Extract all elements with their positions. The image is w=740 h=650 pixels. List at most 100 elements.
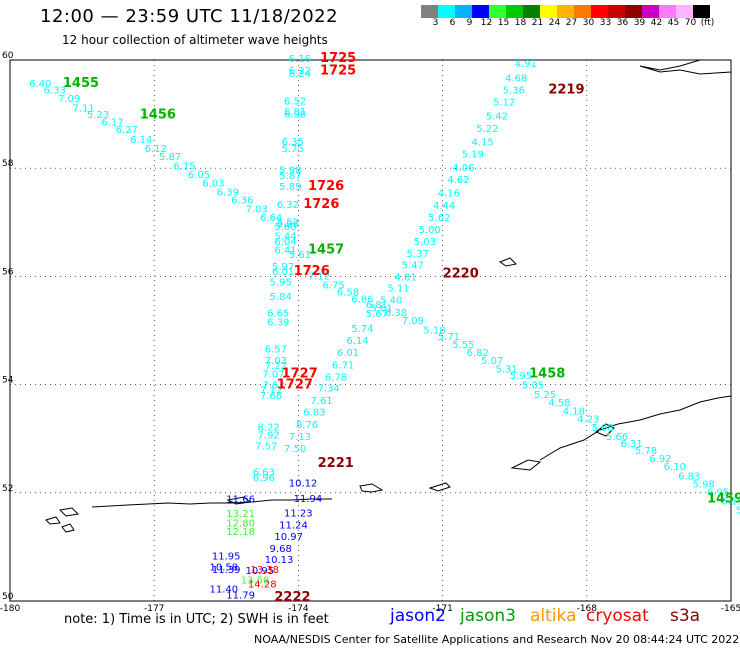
- alaska-island-1: [510, 459, 542, 471]
- wave-height-value: 6.03: [202, 179, 224, 190]
- pass-time-label: 1726: [303, 197, 339, 212]
- colorbar-swatch: [455, 5, 472, 18]
- wave-height-value: 6.78: [325, 372, 347, 383]
- colorbar-label: 3: [432, 18, 439, 28]
- wave-height-value: 6.83: [303, 407, 325, 418]
- colorbar-label: 24: [548, 18, 561, 28]
- colorbar-label: 18: [514, 18, 527, 28]
- legend-s3a: s3a: [670, 606, 701, 626]
- colorbar-swatch: [608, 5, 625, 18]
- colorbar-swatch: [421, 5, 438, 18]
- wave-height-value: 6.36: [231, 195, 253, 206]
- legend-jason2: jason2: [390, 606, 446, 626]
- aleutian-island-2: [45, 516, 61, 525]
- colorbar-swatch: [591, 5, 608, 18]
- aleutian-island-3: [61, 523, 75, 533]
- wave-height-value: 5.03: [414, 237, 436, 248]
- pass-time-label: 2219: [548, 83, 584, 98]
- lat-tick-label: 54: [2, 376, 14, 386]
- map-grid: 60 58 56 54 52 50 -180 -177 -174 -171 -168 -165: [0, 51, 740, 614]
- wave-height-value: 6.40: [29, 79, 51, 90]
- lon-tick-label: -171: [432, 604, 452, 614]
- wave-height-value: 5.00: [419, 225, 441, 236]
- wave-height-value: 5.60: [274, 222, 296, 233]
- wave-height-value: 5.71: [438, 332, 460, 343]
- aleutian-island-1: [58, 507, 80, 517]
- wave-height-value: 6.64: [260, 213, 282, 224]
- wave-height-value: 6.86: [351, 294, 373, 305]
- colorbar-label: (ft): [700, 18, 715, 28]
- wave-height-value: 7.12: [308, 272, 330, 283]
- wave-height-value: 6.01: [337, 348, 359, 359]
- colorbar-swatch: [506, 5, 523, 18]
- wave-height-value: 7.07: [262, 370, 284, 381]
- page-title: 12:00 — 23:59 UTC 11/18/2022: [40, 6, 339, 27]
- wave-height-value: 6.12: [145, 144, 167, 155]
- wave-height-value: 6.92: [649, 454, 671, 465]
- page-subtitle: 12 hour collection of altimeter wave hei…: [62, 33, 328, 47]
- pass-time-label: 1459: [707, 492, 740, 507]
- wave-height-value: 11.94: [294, 494, 323, 505]
- colorbar-labels: 3 6 9 12 15 18 21 24 27 30 33 36 39 42 45 70 (ft): [421, 18, 716, 28]
- wave-height-value: 11.79: [226, 590, 255, 601]
- pass-time-label: 1726: [294, 264, 330, 279]
- wave-height-value: 5.61: [289, 250, 311, 261]
- colorbar-label: 15: [497, 18, 510, 28]
- lon-tick-label: -168: [577, 604, 598, 614]
- alaska-peninsula-east: [539, 395, 732, 461]
- wave-height-value: 6.90: [284, 109, 306, 120]
- wave-height-value: 12.18: [226, 527, 255, 538]
- wave-height-value: 5.95: [270, 278, 292, 289]
- colorbar-swatch: [693, 5, 710, 18]
- wave-height-value: 11.24: [279, 521, 308, 532]
- pass-time-label: 2221: [318, 456, 354, 471]
- colorbar-swatch: [557, 5, 574, 18]
- colorbar-label: 33: [599, 18, 612, 28]
- wave-height-value: 6.81: [284, 107, 306, 118]
- colorbar-swatch: [472, 5, 489, 18]
- pribilof-island: [498, 257, 518, 267]
- wave-height-value: 5.62: [428, 213, 450, 224]
- wave-height-value: 6.17: [101, 117, 123, 128]
- wave-height-value: 7.92: [258, 431, 280, 442]
- wave-height-value: 5.87: [279, 171, 301, 182]
- colorbar-swatch: [625, 5, 642, 18]
- wave-height-value: 6.65: [267, 308, 289, 319]
- wave-height-value: 6.38: [385, 308, 407, 319]
- wave-height-value: 5.84: [270, 292, 292, 303]
- colorbar-label: 6: [449, 18, 456, 28]
- wave-height-value: 5.05: [522, 380, 544, 391]
- wave-height-value: 10.13: [265, 555, 294, 566]
- wave-height-value: 6.81: [366, 300, 388, 311]
- wave-height-value: 5.12: [493, 97, 515, 108]
- wave-height-value: 5.88: [277, 220, 299, 231]
- wave-height-value: 5.18: [423, 326, 445, 337]
- wave-height-value: 6.39: [217, 187, 239, 198]
- colorbar-swatch: [540, 5, 557, 18]
- wave-height-value: 6.52: [284, 96, 306, 107]
- wave-height-value: 6.82: [467, 348, 489, 359]
- wave-height-value: 6.35: [282, 137, 304, 148]
- pass-time-label: 2222: [274, 590, 310, 605]
- pass-time-label: 1727: [277, 377, 313, 392]
- lat-tick-label: 56: [2, 267, 14, 277]
- wave-height-value: 5.11: [387, 284, 409, 295]
- wave-height-value: 5.78: [635, 446, 657, 457]
- wave-height-value: 7.11: [72, 103, 94, 114]
- wave-height-value: 6.10: [664, 462, 686, 473]
- pass-time-label: 1727: [282, 367, 318, 382]
- wave-height-value: 4.16: [438, 188, 460, 199]
- wave-height-value: 5.22: [476, 124, 498, 135]
- colorbar-swatch: [574, 5, 591, 18]
- wave-height-value: 7.13: [289, 432, 311, 443]
- wave-height-value: 4.44: [433, 201, 455, 212]
- wave-height-value: 6.19: [721, 497, 740, 508]
- wave-height-value: 6.16: [289, 54, 311, 65]
- wave-height-value: 5.89: [279, 182, 301, 193]
- wave-height-value: 4.62: [447, 175, 469, 186]
- wave-height-value: 5.42: [486, 112, 508, 123]
- legend-altika: altika: [530, 606, 577, 626]
- wave-height-value: 13.58: [241, 576, 270, 587]
- wave-height-value: 4.81: [395, 273, 417, 284]
- wave-height-value: 5.97: [272, 262, 294, 273]
